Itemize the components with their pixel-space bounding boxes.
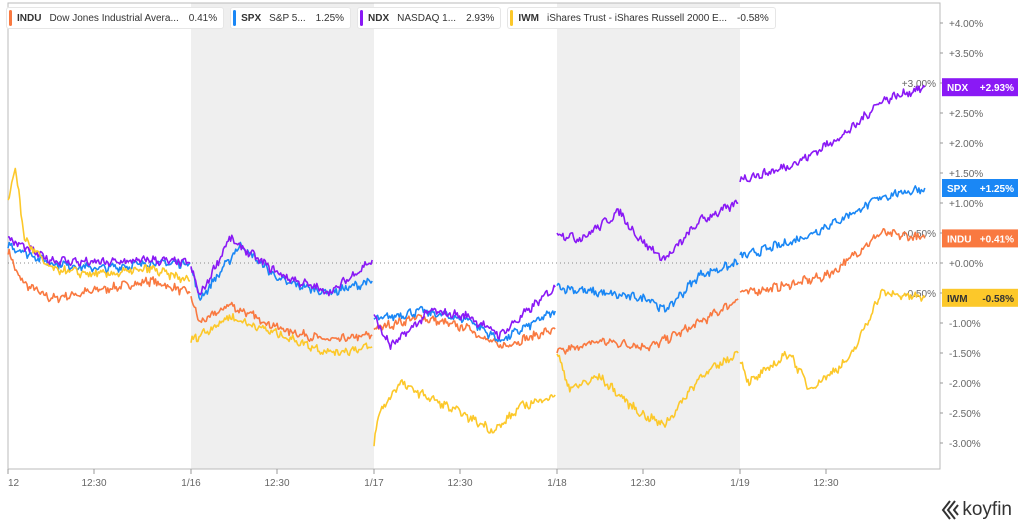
y-tick-label: +0.00% [949, 259, 983, 270]
legend-name: Dow Jones Industrial Avera... [49, 12, 179, 24]
last-value-label: +2.93% [980, 83, 1014, 94]
legend-ticker: IWM [518, 12, 539, 24]
last-value-label: -0.58% [982, 294, 1014, 305]
series-line [190, 312, 373, 357]
series-color-swatch [9, 10, 12, 26]
shaded-session [191, 3, 374, 469]
last-value-ticker: IWM [947, 294, 968, 305]
series-spx [7, 185, 926, 343]
series-line [739, 228, 926, 297]
plot-border [7, 2, 941, 470]
legend-name: iShares Trust - iShares Russell 2000 E..… [546, 12, 728, 24]
y-tick-label: -1.00% [949, 319, 981, 330]
last-value-label: +1.25% [980, 184, 1014, 195]
legend-item-spx[interactable]: SPX S&P 5... 1.25% [230, 7, 352, 29]
legend-change: 2.93% [466, 12, 495, 24]
x-tick-label: 1/16 [181, 478, 201, 489]
series-line [373, 313, 556, 349]
legend-ticker: NDX [368, 12, 390, 24]
legend-name: S&P 5... [269, 12, 306, 24]
x-tick-label: 12:30 [630, 478, 655, 489]
y-tick-label: +2.50% [949, 109, 983, 120]
legend-change: 1.25% [315, 12, 345, 24]
series-line [556, 199, 739, 262]
y-tick-label: +3.00% [902, 79, 936, 90]
series-line [739, 185, 926, 259]
legend: INDU Dow Jones Industrial Avera... 0.41%… [6, 7, 776, 29]
legend-item-ndx[interactable]: NDX NASDAQ 1... 2.93% [357, 7, 502, 29]
koyfin-logo: koyfin [941, 499, 1012, 521]
y-tick-label: -3.00% [949, 439, 981, 450]
koyfin-logo-icon [942, 500, 960, 520]
last-value-ticker: NDX [947, 83, 968, 94]
series-color-swatch [510, 10, 514, 26]
y-tick-label: -1.50% [949, 349, 981, 360]
series-color-swatch [360, 10, 364, 26]
series-line [190, 234, 373, 297]
legend-ticker: SPX [241, 12, 262, 24]
legend-item-indu[interactable]: INDU Dow Jones Industrial Avera... 0.41% [6, 7, 225, 29]
x-tick-label: 12 [8, 478, 20, 489]
y-tick-label: -2.00% [949, 379, 981, 390]
series-line [7, 236, 191, 267]
brand-name: koyfin [962, 499, 1012, 520]
y-tick-label: +1.00% [949, 199, 983, 210]
series-line [556, 350, 739, 428]
legend-name: NASDAQ 1... [397, 12, 457, 24]
last-value-badge [942, 78, 1018, 97]
legend-item-iwm[interactable]: IWM iShares Trust - iShares Russell 2000… [507, 7, 776, 29]
last-value-ticker: INDU [947, 234, 971, 245]
legend-change: 0.41% [188, 12, 218, 24]
series-color-swatch [233, 10, 237, 26]
last-value-label: +0.41% [980, 234, 1014, 245]
legend-ticker: INDU [17, 12, 42, 24]
series-line [7, 241, 191, 275]
series-line [373, 284, 556, 351]
x-tick-label: 12:30 [813, 478, 838, 489]
y-tick-label: +2.00% [949, 139, 983, 150]
y-tick-label: +3.50% [949, 49, 983, 60]
y-tick-label: +4.00% [949, 19, 983, 30]
x-tick-label: 12:30 [264, 478, 289, 489]
y-tick-label: -2.50% [949, 409, 981, 420]
series-line [7, 248, 191, 304]
last-value-badge [942, 179, 1018, 197]
y-tick-label: +1.50% [949, 169, 983, 180]
series-line [556, 258, 739, 313]
y-tick-label: -0.50% [904, 289, 936, 300]
x-tick-label: 1/19 [730, 478, 750, 489]
series-iwm [7, 167, 926, 447]
series-line [7, 167, 191, 284]
legend-change: -0.58% [737, 12, 769, 24]
series-indu [7, 228, 926, 355]
series-line [373, 379, 556, 447]
x-tick-label: 1/18 [547, 478, 567, 489]
series-line [190, 241, 373, 301]
last-value-badge [942, 229, 1018, 248]
x-tick-label: 12:30 [447, 478, 472, 489]
last-value-ticker: SPX [947, 184, 967, 195]
last-value-badge [942, 288, 1018, 307]
series-line [190, 296, 373, 343]
series-line [739, 84, 926, 183]
series-line [556, 298, 739, 355]
series-line [739, 288, 926, 390]
series-ndx [7, 84, 926, 351]
y-tick-label: +0.50% [902, 229, 936, 240]
x-tick-label: 1/17 [364, 478, 384, 489]
x-tick-label: 12:30 [81, 478, 106, 489]
